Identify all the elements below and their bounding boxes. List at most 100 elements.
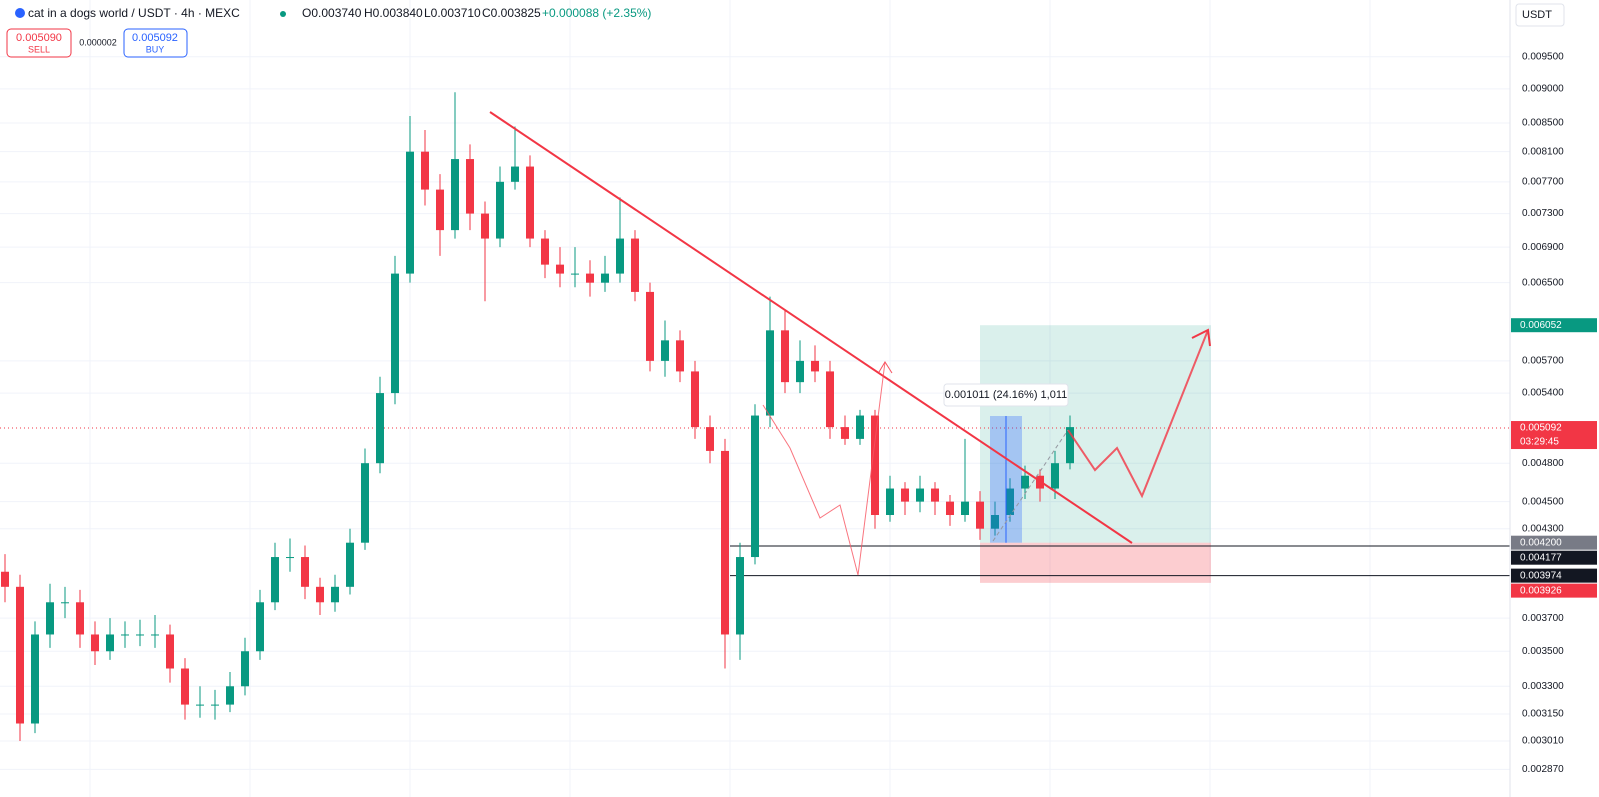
symbol[interactable]: cat in a dogs world / USDT · 4h · MEXC xyxy=(28,6,240,20)
price-badge xyxy=(1511,568,1597,583)
candle-body xyxy=(616,238,624,274)
candle-body xyxy=(361,463,369,543)
price-badge xyxy=(1511,318,1597,333)
candle-body xyxy=(1066,427,1074,464)
candle-body xyxy=(466,159,474,214)
candle-body xyxy=(961,501,969,516)
y-tick-label: 0.003150 xyxy=(1522,709,1564,720)
candle-body xyxy=(976,501,984,529)
candle-body xyxy=(1006,488,1014,516)
measure-line xyxy=(992,429,1069,542)
y-tick-label: 0.004500 xyxy=(1522,496,1564,507)
candle-body xyxy=(1021,475,1029,489)
currency: USDT xyxy=(1522,9,1552,21)
candle-body xyxy=(571,273,579,275)
y-tick-label: 0.006900 xyxy=(1522,242,1564,253)
candle-body xyxy=(16,586,24,724)
y-tick-label: 0.003010 xyxy=(1522,736,1564,747)
y-tick-label: 0.003500 xyxy=(1522,646,1564,657)
candle-body xyxy=(661,340,669,361)
candle-body xyxy=(91,634,99,652)
profit-zone xyxy=(980,325,1211,543)
candle-body xyxy=(241,651,249,687)
candle-body xyxy=(76,602,84,635)
candle-body xyxy=(796,360,804,383)
buy-button[interactable]: 0.005092 BUY xyxy=(123,28,188,58)
price-badge xyxy=(1511,583,1597,598)
candle-body xyxy=(841,427,849,439)
measure-label: 0.001011 (24.16%) 1,011 xyxy=(945,389,1068,401)
sell-price: 0.005090 xyxy=(16,32,62,44)
candle-body xyxy=(601,273,609,283)
forecast-arrow xyxy=(1191,328,1211,347)
candle-body xyxy=(226,686,234,705)
candle-body xyxy=(406,151,414,274)
candle-body xyxy=(766,330,774,416)
ohlc-high: H0.003840 xyxy=(364,6,423,20)
candle-body xyxy=(391,273,399,394)
candle-body xyxy=(166,634,174,669)
candle-body xyxy=(331,586,339,603)
forecast-path[interactable] xyxy=(762,361,886,576)
price-badge-label: 0.006052 xyxy=(1520,320,1562,331)
candle-body xyxy=(301,557,309,587)
candle-body xyxy=(46,602,54,635)
candle-body xyxy=(211,704,219,706)
y-tick-label: 0.003700 xyxy=(1522,613,1564,624)
price-badge xyxy=(1511,550,1597,565)
candle-body xyxy=(496,181,504,239)
candle-body xyxy=(1,571,9,587)
candle-body xyxy=(136,634,144,636)
forecast-arrow xyxy=(878,361,893,374)
price-badge-label: 0.004200 xyxy=(1520,537,1562,548)
y-tick-label: 0.008500 xyxy=(1522,118,1564,129)
candle-body xyxy=(541,238,549,265)
status-dot xyxy=(280,11,286,17)
spread: 0.000002 xyxy=(79,37,117,47)
candle-body xyxy=(346,542,354,587)
currency-button[interactable]: USDT xyxy=(1515,3,1565,27)
trend-line[interactable] xyxy=(489,111,1133,544)
y-tick-label: 0.007300 xyxy=(1522,208,1564,219)
candle-body xyxy=(901,488,909,502)
candle-body xyxy=(646,291,654,361)
plot xyxy=(0,0,1510,797)
loss-zone xyxy=(980,542,1211,583)
buy-label: BUY xyxy=(146,44,165,54)
sell-label: SELL xyxy=(28,44,50,54)
candle-body xyxy=(376,393,384,464)
candle-body xyxy=(706,427,714,451)
ohlc-close: C0.003825 xyxy=(482,6,541,20)
y-tick-label: 0.005700 xyxy=(1522,356,1564,367)
price-axis: 0.009500 0.009000 0.008500 0.008100 0.007700… xyxy=(1509,0,1599,797)
candle-body xyxy=(181,668,189,705)
candle-body xyxy=(811,360,819,372)
candle-body xyxy=(256,602,264,652)
price-badge-label: 0.003926 xyxy=(1520,585,1562,596)
candle-body xyxy=(511,166,519,182)
candle-body xyxy=(556,264,564,274)
candle-body xyxy=(856,415,864,439)
candle-body xyxy=(196,704,204,706)
candle-body xyxy=(886,488,894,516)
candle-body xyxy=(481,213,489,239)
candle-body xyxy=(271,557,279,603)
price-badge-label: 0.005092 xyxy=(1520,423,1562,434)
price-badge xyxy=(1511,535,1597,550)
price-badge-label: 0.004177 xyxy=(1520,552,1562,563)
candle-body xyxy=(526,166,534,239)
candle-body xyxy=(631,238,639,292)
y-tick-label: 0.008100 xyxy=(1522,146,1564,157)
forecast-path[interactable] xyxy=(1067,329,1209,499)
candle-body xyxy=(106,634,114,652)
ohlc-open: O0.003740 xyxy=(302,6,362,20)
candle-body xyxy=(451,159,459,231)
sell-button[interactable]: 0.005090 SELL xyxy=(6,28,72,58)
y-tick-label: 0.009500 xyxy=(1522,51,1564,62)
candle-body xyxy=(121,634,129,636)
price-badge-label: 0.003974 xyxy=(1520,570,1562,581)
price-badge xyxy=(1511,421,1597,450)
candle-body xyxy=(871,415,879,516)
candle-body xyxy=(586,273,594,283)
